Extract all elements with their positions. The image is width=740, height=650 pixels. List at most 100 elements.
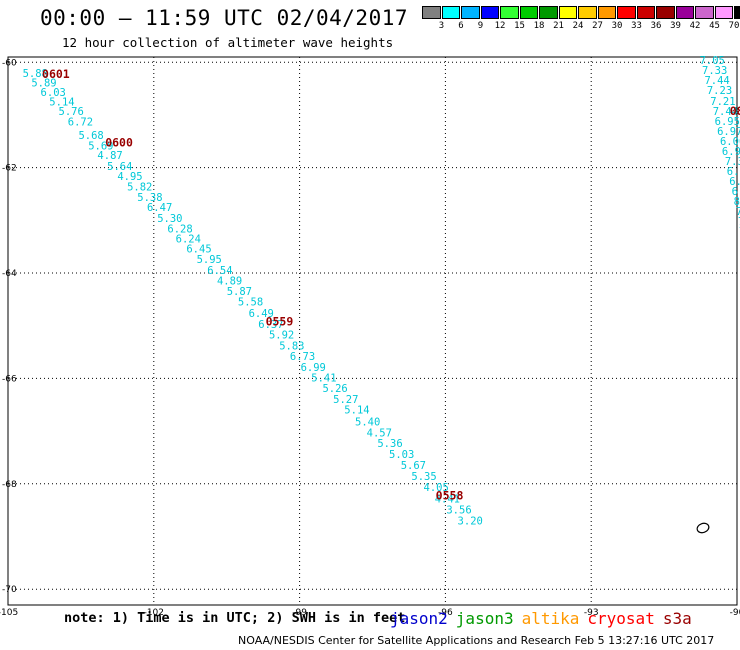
map-frame [7,56,738,606]
legend-swatches [422,6,740,19]
map-subtitle: 12 hour collection of altimeter wave hei… [62,35,394,50]
wave-height-value: 5.95 [197,254,222,266]
wave-height-value: 4.41 [435,493,460,505]
lon-tick-label: -96 [438,608,453,618]
legend-label: 18 [533,21,545,31]
pass-time-label: 0559 [266,315,294,329]
lon-tick-label: -90 [730,608,740,618]
wave-height-value: 5.14 [49,96,74,108]
legend-label: 24 [572,21,584,31]
wave-height-value: 5.36 [377,438,402,450]
wave-height-value: 6.95 [715,116,740,128]
wave-height-value: 5.67 [401,460,426,472]
wave-height-value: 6.29 [727,166,740,178]
wave-height-value: 3.56 [446,504,471,516]
legend-label: 12 [494,21,506,31]
island-outline [696,522,710,534]
legend-label: 27 [592,21,603,31]
satellite-legend: jason2 jason3 altika cryosat s3a [390,609,700,628]
wave-height-value: 6.98 [722,146,740,158]
wave-height-value: 5.82 [127,181,152,193]
wave-height-value: 7.54 [736,206,740,218]
pass-time-label: 08 [730,104,740,118]
legend-swatch [636,6,655,19]
legend-swatch [500,6,519,19]
wave-height-value: 4.05 [424,482,449,494]
legend-label: 9 [477,21,484,31]
wave-height-value: 8.10 [734,196,740,208]
lon-tick-label: -105 [0,608,18,618]
legend-swatch [519,6,538,19]
wave-height-value: 5.64 [107,161,132,173]
lon-tick-label: -99 [292,608,307,618]
wave-height-value: 7.33 [702,65,727,77]
wave-height-value: 5.87 [227,286,252,298]
wave-height-value: 6.45 [186,243,211,255]
lat-tick-label: -62 [2,164,17,174]
legend-label: 42 [689,21,701,31]
legend-label: 15 [514,21,525,31]
wave-height-value: 6.99 [301,362,326,374]
legend-swatch [695,6,714,19]
wave-height-value: 5.40 [355,416,380,428]
wave-height-value: 6.73 [290,351,315,363]
wave-height-value: 6.37 [258,319,283,331]
wave-height-value: 6.72 [68,117,93,129]
wave-height-value: 7.21 [710,96,735,108]
wave-height-value: 6.03 [41,87,66,99]
pass-time-label: 0558 [436,489,464,503]
wave-height-value: 4.89 [217,276,242,288]
lat-tick-label: -60 [2,58,17,68]
map-title: 00:00 – 11:59 UTC 02/04/2017 [40,6,409,30]
wave-height-value: 5.41 [311,373,336,385]
wave-height-value: 5.76 [59,106,84,118]
legend-swatch [539,6,558,19]
wave-height-value: 3.20 [458,515,483,527]
wave-height-value: 7.2 [738,216,740,228]
credit-line: NOAA/NESDIS Center for Satellite Applica… [238,634,715,647]
wave-height-value: 4.87 [97,150,122,162]
satellite-name: altika [521,609,580,628]
wave-height-value: 6.28 [167,223,192,235]
wave-height-value: 7.05 [700,55,725,67]
wave-height-value: 6.54 [207,265,232,277]
wave-height-value: 6.06 [720,136,740,148]
legend-swatch [441,6,460,19]
lat-tick-label: -68 [2,480,17,490]
wave-height-value: 6.49 [249,308,274,320]
legend-swatch [578,6,597,19]
lat-tick-label: -64 [2,269,17,279]
wave-height-value: 4.95 [117,171,142,183]
legend-label: 39 [670,21,681,31]
wave-height-value: 5.03 [389,449,414,461]
legend-swatch [617,6,636,19]
wave-height-value: 7.44 [713,106,738,118]
lat-tick-label: -66 [2,374,17,384]
wave-height-value: 5.26 [322,383,347,395]
satellite-name: jason2 [390,609,448,628]
wave-height-value: 7.2 [739,226,740,238]
wave-height-value: 4.57 [367,427,392,439]
wave-height-value: 6.45 [729,176,740,188]
lon-tick-label: -102 [144,608,164,618]
legend-label: 30 [611,21,623,31]
legend-swatch [597,6,616,19]
wave-height-value: 5.27 [333,394,358,406]
satellite-name: jason3 [455,609,514,628]
lat-tick-label: -70 [2,585,17,595]
satellite-name: s3a [662,609,692,628]
wave-height-value: 5.68 [78,130,103,142]
wave-height-value: 7.44 [704,75,729,87]
wave-height-value: 7.23 [707,85,732,97]
wave-height-value: 5.30 [157,213,182,225]
wave-height-value: 5.89 [31,78,56,90]
wave-height-value: 6.92 [732,186,740,198]
legend-label: 36 [650,21,662,31]
legend-label: 3 [438,21,445,31]
legend-swatch [422,6,441,19]
legend-swatch [734,6,740,19]
legend-swatch [480,6,499,19]
